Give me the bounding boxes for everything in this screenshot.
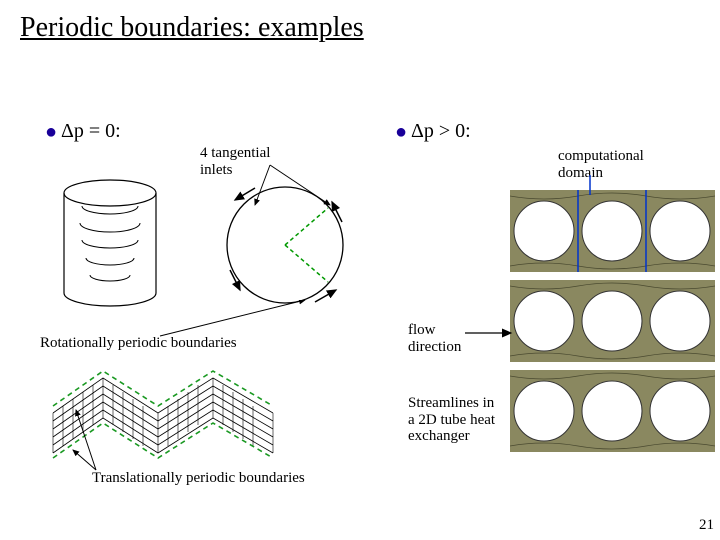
bullet-dot-icon: ● — [395, 121, 407, 143]
flow-direction-arrow — [463, 323, 518, 343]
label-flow-direction: flowdirection — [408, 322, 461, 355]
bullet-dp-positive: ● Δp > 0: — [395, 120, 471, 144]
label-streamlines: Streamlines ina 2D tube heatexchanger — [408, 395, 508, 445]
slide-title: Periodic boundaries: examples — [20, 12, 364, 44]
bullet-dot-icon: ● — [45, 121, 57, 143]
bullet-right-text: Δp > 0: — [411, 120, 471, 142]
page-number: 21 — [699, 517, 714, 534]
cylinder-diagram — [60, 178, 170, 318]
zigzag-grid-diagram — [48, 358, 288, 473]
bullet-dp-zero: ● Δp = 0: — [45, 120, 121, 144]
comp-domain-pointer — [555, 175, 625, 200]
tube-bank-diagram — [510, 190, 715, 455]
tangential-inlet-diagram — [200, 150, 375, 325]
rotational-arrows — [30, 300, 370, 350]
bullet-left-text: Δp = 0: — [61, 120, 121, 142]
